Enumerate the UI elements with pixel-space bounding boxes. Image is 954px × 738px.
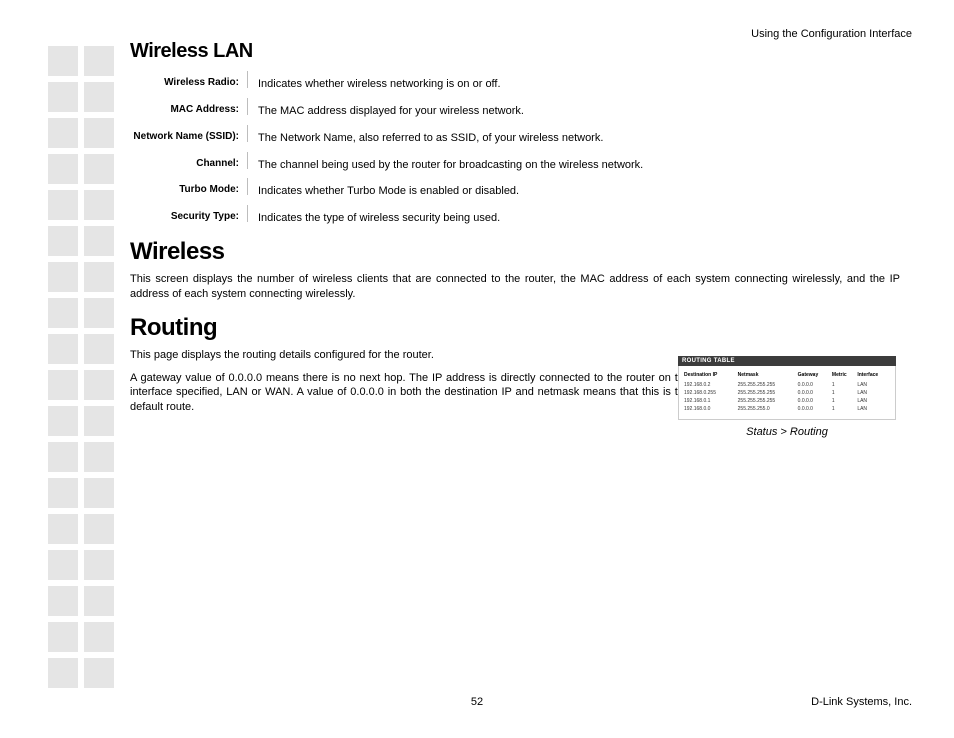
routing-table-head-row: Destination IP Netmask Gateway Metric In…	[683, 370, 891, 381]
rt-cell: 0.0.0.0	[797, 381, 831, 389]
def-label: Channel:	[130, 152, 248, 169]
routing-heading: Routing	[130, 314, 910, 342]
header-right-text: Using the Configuration Interface	[751, 28, 912, 40]
table-row: 192.168.0.0 255.255.255.0 0.0.0.0 1 LAN	[683, 405, 891, 413]
rt-cell: 255.255.255.255	[737, 389, 797, 397]
wireless-heading: Wireless	[130, 238, 910, 266]
def-row: Wireless Radio: Indicates whether wirele…	[130, 71, 910, 92]
routing-table-body: Destination IP Netmask Gateway Metric In…	[678, 366, 896, 420]
rt-col: Netmask	[737, 370, 797, 381]
table-row: 192.168.0.255 255.255.255.255 0.0.0.0 1 …	[683, 389, 891, 397]
routing-table-caption: Status > Routing	[678, 426, 896, 438]
def-value: Indicates the type of wireless security …	[248, 205, 688, 226]
rt-cell: LAN	[856, 397, 891, 405]
rt-cell: 0.0.0.0	[797, 389, 831, 397]
rt-cell: 1	[831, 405, 856, 413]
rt-cell: 192.168.0.2	[683, 381, 737, 389]
rt-cell: LAN	[856, 405, 891, 413]
table-row: 192.168.0.1 255.255.255.255 0.0.0.0 1 LA…	[683, 397, 891, 405]
rt-cell: 192.168.0.0	[683, 405, 737, 413]
def-label: Turbo Mode:	[130, 178, 248, 195]
wireless-paragraph: This screen displays the number of wirel…	[130, 272, 900, 302]
routing-table: Destination IP Netmask Gateway Metric In…	[683, 370, 891, 413]
def-value: Indicates whether Turbo Mode is enabled …	[248, 178, 688, 199]
def-value: The channel being used by the router for…	[248, 152, 688, 173]
rt-col: Metric	[831, 370, 856, 381]
rt-cell: 1	[831, 389, 856, 397]
def-row: Turbo Mode: Indicates whether Turbo Mode…	[130, 178, 910, 199]
rt-cell: 255.255.255.0	[737, 405, 797, 413]
page-number: 52	[471, 696, 483, 708]
wireless-lan-definitions: Wireless Radio: Indicates whether wirele…	[130, 71, 910, 226]
rt-cell: 255.255.255.255	[737, 381, 797, 389]
routing-table-header: ROUTING TABLE	[678, 356, 896, 366]
page-footer: 52 D-Link Systems, Inc.	[0, 696, 954, 708]
def-label: Wireless Radio:	[130, 71, 248, 88]
rt-col: Destination IP	[683, 370, 737, 381]
rt-cell: 1	[831, 381, 856, 389]
def-row: Security Type: Indicates the type of wir…	[130, 205, 910, 226]
wireless-lan-heading: Wireless LAN	[130, 40, 910, 63]
def-label: MAC Address:	[130, 98, 248, 115]
rt-cell: LAN	[856, 389, 891, 397]
rt-col: Interface	[856, 370, 891, 381]
decorative-side-squares	[48, 46, 114, 694]
rt-cell: 0.0.0.0	[797, 405, 831, 413]
def-value: The Network Name, also referred to as SS…	[248, 125, 688, 146]
rt-cell: 255.255.255.255	[737, 397, 797, 405]
rt-cell: 1	[831, 397, 856, 405]
routing-table-figure: ROUTING TABLE Destination IP Netmask Gat…	[678, 356, 896, 438]
def-row: Channel: The channel being used by the r…	[130, 152, 910, 173]
rt-col: Gateway	[797, 370, 831, 381]
def-label: Network Name (SSID):	[130, 125, 248, 142]
rt-cell: LAN	[856, 381, 891, 389]
main-content: Wireless LAN Wireless Radio: Indicates w…	[130, 40, 910, 423]
rt-cell: 192.168.0.1	[683, 397, 737, 405]
table-row: 192.168.0.2 255.255.255.255 0.0.0.0 1 LA…	[683, 381, 891, 389]
routing-paragraph-1: This page displays the routing details c…	[130, 348, 690, 363]
footer-company: D-Link Systems, Inc.	[811, 696, 912, 708]
routing-paragraph-2: A gateway value of 0.0.0.0 means there i…	[130, 371, 690, 416]
def-label: Security Type:	[130, 205, 248, 222]
def-row: Network Name (SSID): The Network Name, a…	[130, 125, 910, 146]
rt-cell: 0.0.0.0	[797, 397, 831, 405]
def-value: The MAC address displayed for your wirel…	[248, 98, 688, 119]
rt-cell: 192.168.0.255	[683, 389, 737, 397]
def-row: MAC Address: The MAC address displayed f…	[130, 98, 910, 119]
def-value: Indicates whether wireless networking is…	[248, 71, 688, 92]
